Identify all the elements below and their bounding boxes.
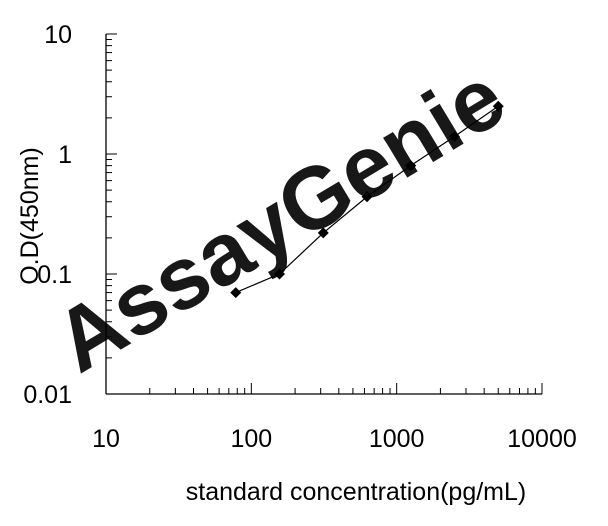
x-tick-label: 100 (230, 425, 272, 453)
data-point-marker (361, 191, 373, 203)
data-point-marker (274, 268, 286, 280)
x-tick-label: 10000 (507, 425, 577, 453)
axes: 10 100 1000 10000 0.01 0.1 1 10 (23, 21, 576, 453)
data-point-marker (492, 100, 504, 112)
data-point-marker (449, 130, 461, 142)
x-tick-label: 1000 (369, 425, 425, 453)
watermark-logo-text: AssayGenie (38, 47, 521, 391)
y-axis-title: O.D(450nm) (16, 147, 44, 285)
data-point-marker (230, 287, 242, 299)
y-tick-label: 0.01 (23, 381, 72, 409)
y-tick-label: 10 (44, 21, 72, 49)
y-tick-label: 1 (58, 141, 72, 169)
plot-area (230, 100, 504, 299)
x-tick-label: 10 (92, 425, 120, 453)
data-point-marker (317, 227, 329, 239)
y-tick-label: 0.1 (37, 261, 72, 289)
x-axis-title: standard concentration(pg/mL) (186, 478, 526, 506)
watermark-layer: AssayGenie (38, 47, 521, 391)
data-point-marker (405, 160, 417, 172)
